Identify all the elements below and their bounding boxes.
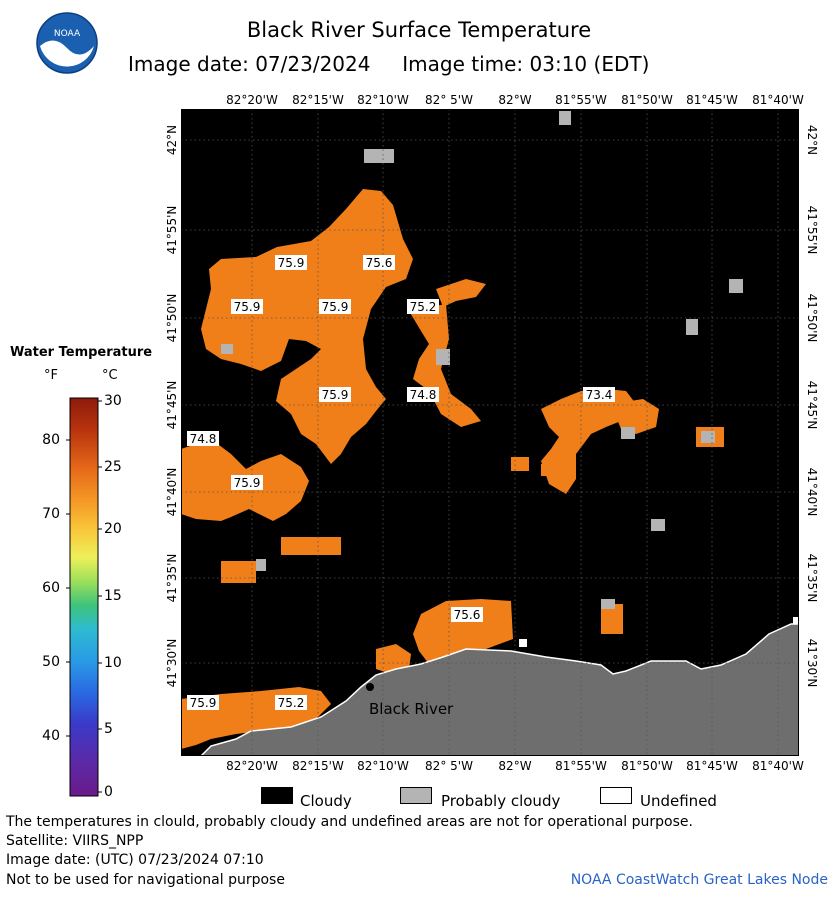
- legend-tick-f: 50: [42, 654, 60, 670]
- legend-tick-f: 60: [42, 580, 60, 596]
- logo-text: NOAA: [54, 29, 81, 39]
- lat-label-left: 41°45'N: [165, 380, 179, 430]
- temperature-label: 75.9: [234, 300, 261, 314]
- legend-tick-c: 5: [104, 721, 113, 737]
- lon-label-bottom: 81°50'W: [621, 759, 673, 773]
- legend-title: Water Temperature: [10, 345, 153, 360]
- noaa-logo-icon: NOAA: [36, 12, 98, 74]
- legend-tick-f: 80: [42, 432, 60, 448]
- map-border: [181, 109, 799, 756]
- cloudy-key-label: Cloudy: [300, 792, 352, 810]
- image-datetime: Image date: 07/23/2024 Image time: 03:10…: [128, 52, 650, 76]
- place-label-black-river: Black River: [369, 700, 454, 718]
- land-area: [199, 623, 799, 756]
- lon-label-top: 82°15'W: [292, 93, 344, 107]
- lon-label-bottom: 82°15'W: [292, 759, 344, 773]
- temperature-label: 75.9: [322, 388, 349, 402]
- image-date-utc: Image date: (UTC) 07/23/2024 07:10: [6, 852, 264, 868]
- temperature-label: 75.9: [190, 696, 217, 710]
- legend-tick-c: 15: [104, 588, 122, 604]
- lat-label-left: 41°55'N: [165, 205, 179, 255]
- lat-label-left: 41°50'N: [165, 293, 179, 343]
- temperature-label: 75.2: [410, 300, 437, 314]
- lon-label-bottom: 81°45'W: [686, 759, 738, 773]
- temperature-label: 75.9: [234, 476, 261, 490]
- lat-label-right: 41°30'N: [805, 638, 819, 688]
- lat-label-right: 42°N: [805, 124, 819, 156]
- legend-tick-c: 10: [104, 655, 122, 671]
- undefined-area: [519, 639, 527, 647]
- legend-tick-f: 40: [42, 728, 60, 744]
- legend-tick-c: 25: [104, 459, 122, 475]
- satellite-info: Satellite: VIIRS_NPP: [6, 833, 144, 849]
- lat-label-right: 41°45'N: [805, 380, 819, 430]
- lat-label-right: 41°40'N: [805, 467, 819, 517]
- lon-label-bottom: 82°10'W: [357, 759, 409, 773]
- legend-tick-c: 30: [104, 393, 122, 409]
- lon-label-top: 82° 5'W: [425, 93, 473, 107]
- lon-label-top: 81°50'W: [621, 93, 673, 107]
- lat-label-left: 41°30'N: [165, 638, 179, 688]
- black-river-marker: [366, 683, 374, 691]
- lat-label-left: 42°N: [165, 124, 179, 156]
- lat-label-right: 41°50'N: [805, 293, 819, 343]
- credit-link[interactable]: NOAA CoastWatch Great Lakes Node: [570, 872, 828, 888]
- lat-label-right: 41°55'N: [805, 205, 819, 255]
- lon-label-top: 82°10'W: [357, 93, 409, 107]
- lon-label-bottom: 81°55'W: [555, 759, 607, 773]
- temperature-labels: 75.9 75.6 75.9 75.9 75.2 75.9 74.8 73.4 …: [187, 255, 615, 710]
- legend-tick-f: 70: [42, 506, 60, 522]
- temperature-label: 75.6: [366, 256, 393, 270]
- undefined-key-label: Undefined: [640, 792, 717, 810]
- operational-note: The temperatures in clould, probably clo…: [6, 814, 693, 830]
- temperature-map: Black River 75.9 75.6 75.9 75.9 75.2 75.…: [181, 109, 799, 756]
- lat-label-left: 41°40'N: [165, 467, 179, 517]
- lon-label-bottom: 82° 5'W: [425, 759, 473, 773]
- lon-label-top: 82°W: [498, 93, 532, 107]
- temperature-label: 74.8: [190, 432, 217, 446]
- lon-label-top: 82°20'W: [226, 93, 278, 107]
- lon-label-top: 81°40'W: [752, 93, 804, 107]
- legend-unit-f: °F: [44, 368, 58, 383]
- page-title: Black River Surface Temperature: [246, 18, 592, 42]
- lon-label-bottom: 82°W: [498, 759, 532, 773]
- legend-tick-c: 20: [104, 521, 122, 537]
- cloudy-swatch: [261, 787, 293, 804]
- legend-unit-c: °C: [102, 368, 118, 383]
- navigation-warning: Not to be used for navigational purpose: [6, 872, 285, 888]
- lon-label-top: 81°45'W: [686, 93, 738, 107]
- temperature-label: 75.9: [322, 300, 349, 314]
- probably-cloudy-patches: [221, 111, 743, 609]
- legend-tick-c: 0: [104, 784, 113, 800]
- lon-label-top: 81°55'W: [555, 93, 607, 107]
- probably-cloudy-key-label: Probably cloudy: [441, 792, 561, 810]
- lat-label-left: 41°35'N: [165, 553, 179, 603]
- temperature-label: 75.2: [278, 696, 305, 710]
- lon-label-bottom: 81°40'W: [752, 759, 804, 773]
- undefined-swatch: [600, 787, 632, 804]
- temperature-label: 73.4: [586, 388, 613, 402]
- temperature-label: 74.8: [410, 388, 437, 402]
- temperature-label: 75.9: [278, 256, 305, 270]
- temperature-color-bar: [66, 397, 102, 797]
- lat-label-right: 41°35'N: [805, 553, 819, 603]
- temperature-label: 75.6: [454, 608, 481, 622]
- undefined-area: [793, 617, 799, 625]
- lon-label-bottom: 82°20'W: [226, 759, 278, 773]
- water-temperature-patches: [181, 189, 724, 749]
- probably-cloudy-swatch: [400, 787, 432, 804]
